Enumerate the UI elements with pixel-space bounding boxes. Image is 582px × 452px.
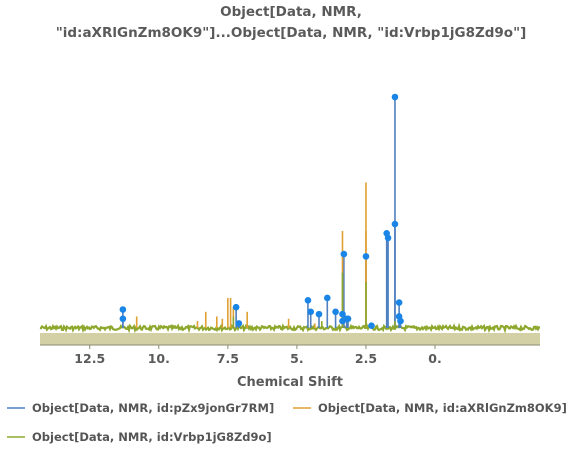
peak-marker xyxy=(232,303,240,311)
x-axis-ticks: 12.5 10. 7.5 5. 2.5 0. xyxy=(74,345,442,366)
x-axis-label: Chemical Shift xyxy=(237,375,343,390)
x-tick-label: 7.5 xyxy=(217,351,239,366)
frame-band xyxy=(40,333,540,345)
x-tick-label: 10. xyxy=(148,351,170,366)
peak-marker xyxy=(339,310,346,318)
peak-marker xyxy=(323,294,331,302)
peak-marker xyxy=(315,310,323,318)
peak-marker xyxy=(344,315,352,323)
peak-marker xyxy=(391,93,399,101)
peak-marker xyxy=(397,317,404,325)
chart-title-line: Object[Data, NMR, xyxy=(220,4,362,20)
legend-item: Object[Data, NMR, id:aXRlGnZm8OK9] xyxy=(293,401,567,415)
baseline-noise-line xyxy=(39,322,541,334)
plot-frame xyxy=(40,333,540,346)
peak-marker xyxy=(395,299,403,306)
x-tick-label: 5. xyxy=(290,351,303,366)
legend-label: Object[Data, NMR, id:aXRlGnZm8OK9] xyxy=(318,401,567,415)
series-1 xyxy=(122,97,402,328)
x-tick-label: 12.5 xyxy=(74,351,105,366)
x-tick-label: 2.5 xyxy=(355,351,377,366)
peak-marker xyxy=(391,220,399,228)
legend-item: Object[Data, NMR, id:Vrbp1jG8Zd9o] xyxy=(7,430,272,444)
peak-marker xyxy=(304,296,312,304)
series-2 xyxy=(135,182,367,328)
legend-item: Object[Data, NMR, id:pZx9jonGr7RM] xyxy=(7,401,274,415)
series-3 xyxy=(232,272,396,328)
peak-marker xyxy=(362,253,370,260)
peak-marker xyxy=(368,322,375,329)
peak-marker xyxy=(340,250,348,258)
peak-marker xyxy=(119,315,127,323)
peak-marker xyxy=(384,234,392,242)
legend-label: Object[Data, NMR, id:pZx9jonGr7RM] xyxy=(32,401,274,415)
chart-title: Object[Data, NMR, "id:aXRlGnZm8OK9"]...Ob… xyxy=(56,4,527,41)
peak-marker xyxy=(235,320,243,327)
chart-title-line: "id:aXRlGnZm8OK9"]...Object[Data, NMR, "… xyxy=(56,25,527,41)
peak-marker xyxy=(332,308,339,316)
peak-markers xyxy=(119,93,404,329)
x-tick-label: 0. xyxy=(428,351,441,366)
baseline-noise xyxy=(39,322,541,334)
legend: Object[Data, NMR, id:pZx9jonGr7RM] Object… xyxy=(7,401,567,444)
peak-marker xyxy=(307,308,315,316)
peak-marker xyxy=(119,306,127,313)
legend-label: Object[Data, NMR, id:Vrbp1jG8Zd9o] xyxy=(32,430,272,444)
series-group xyxy=(122,97,402,328)
